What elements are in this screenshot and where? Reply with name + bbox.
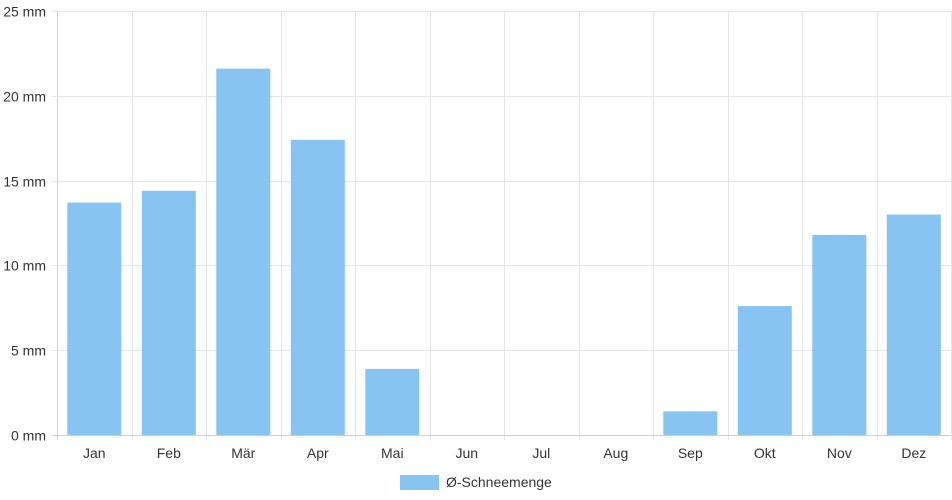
x-tick-label: Mär bbox=[231, 445, 255, 461]
x-tick-label: Apr bbox=[307, 445, 329, 461]
x-tick-label: Dez bbox=[901, 445, 926, 461]
horizontal-gridlines bbox=[52, 11, 951, 436]
bar-mai[interactable] bbox=[365, 368, 420, 435]
legend[interactable]: Ø-Schneemenge bbox=[400, 474, 552, 490]
x-tick-label: Jun bbox=[456, 445, 479, 461]
bar-feb[interactable] bbox=[141, 190, 196, 435]
bar-dez[interactable] bbox=[886, 214, 941, 436]
x-tick-label: Aug bbox=[603, 445, 628, 461]
x-tick-label: Okt bbox=[754, 445, 776, 461]
y-axis-tick-labels: 0 mm 5 mm 10 mm 15 mm 20 mm 25 mm bbox=[3, 4, 46, 444]
x-tick-label: Nov bbox=[827, 445, 852, 461]
bar-apr[interactable] bbox=[290, 139, 345, 435]
x-tick-label: Feb bbox=[157, 445, 181, 461]
x-tick-label: Jul bbox=[532, 445, 550, 461]
y-tick-label: 5 mm bbox=[11, 343, 46, 359]
y-tick-label: 0 mm bbox=[11, 428, 46, 444]
legend-swatch[interactable] bbox=[400, 475, 439, 490]
x-axis-tick-labels: Jan Feb Mär Apr Mai Jun Jul Aug Sep Okt Nov Dez bbox=[83, 445, 926, 461]
y-tick-label: 25 mm bbox=[3, 4, 46, 20]
x-tick-label: Jan bbox=[83, 445, 106, 461]
x-tick-label: Sep bbox=[678, 445, 703, 461]
bar-jan[interactable] bbox=[67, 202, 122, 435]
x-tick-label: Mai bbox=[381, 445, 404, 461]
bar-sep[interactable] bbox=[663, 411, 718, 435]
y-tick-label: 10 mm bbox=[3, 258, 46, 274]
y-tick-label: 15 mm bbox=[3, 174, 46, 190]
y-tick-label: 20 mm bbox=[3, 89, 46, 105]
bar-mär[interactable] bbox=[216, 68, 271, 435]
legend-label[interactable]: Ø-Schneemenge bbox=[446, 474, 552, 490]
bar-series bbox=[67, 68, 941, 436]
bar-nov[interactable] bbox=[812, 234, 867, 435]
bar-okt[interactable] bbox=[737, 306, 792, 435]
